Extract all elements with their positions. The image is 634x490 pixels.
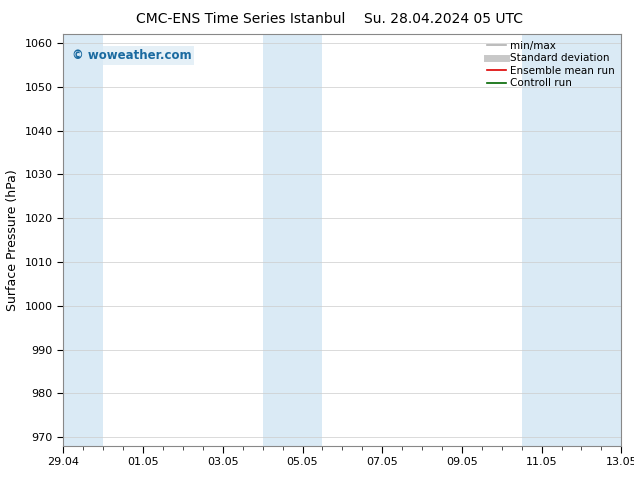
Text: Su. 28.04.2024 05 UTC: Su. 28.04.2024 05 UTC [365,12,523,26]
Y-axis label: Surface Pressure (hPa): Surface Pressure (hPa) [6,169,19,311]
Text: CMC-ENS Time Series Istanbul: CMC-ENS Time Series Istanbul [136,12,346,26]
Text: © woweather.com: © woweather.com [72,49,191,62]
Bar [522,34,625,446]
Bar [262,34,323,446]
Bar [60,34,103,446]
Legend: min/max, Standard deviation, Ensemble mean run, Controll run: min/max, Standard deviation, Ensemble me… [484,37,618,92]
